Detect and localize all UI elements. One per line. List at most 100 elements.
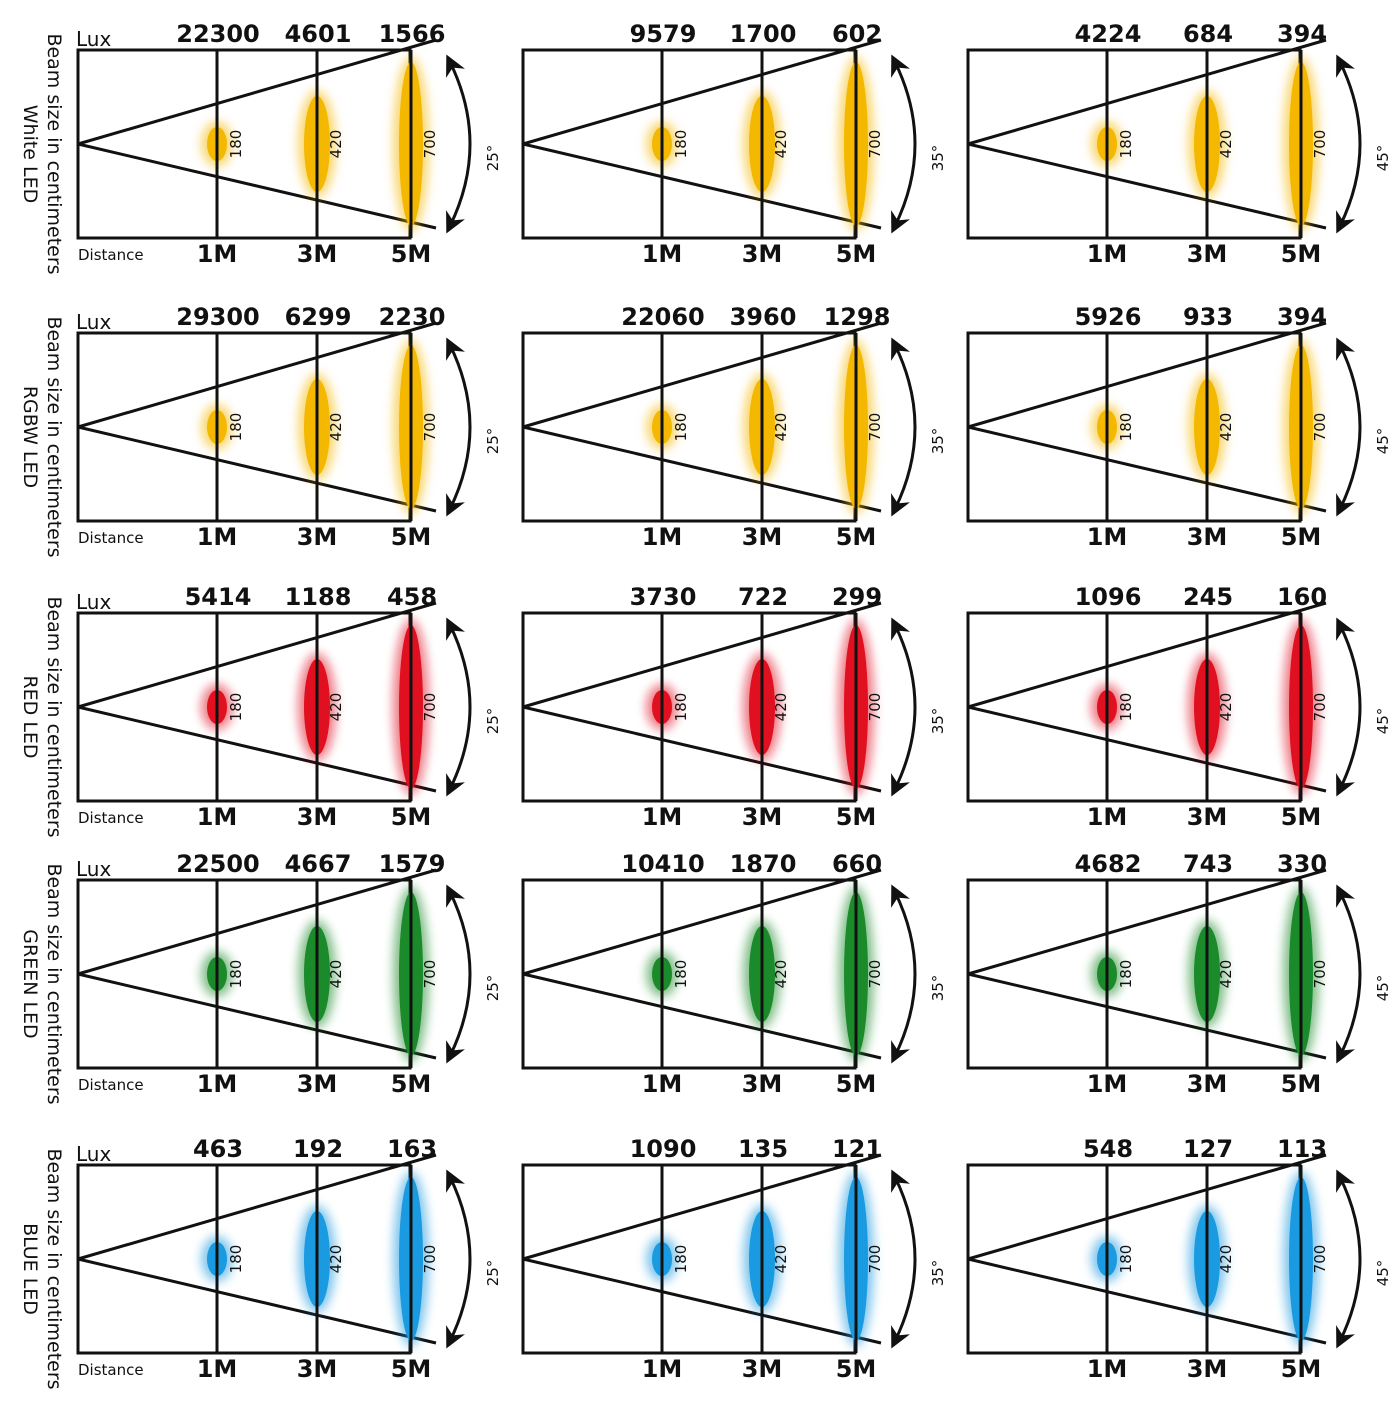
- lux-value: 163: [387, 1135, 437, 1163]
- beam-panel: 180 29300 1M 420 6299 3M 700 2230 5M 25°: [76, 303, 502, 551]
- lux-value: 4224: [1075, 20, 1142, 48]
- led-row-1: Lux Distance 180 29300 1M 420 6299 3M 700 2230 5M 2…: [76, 303, 1392, 551]
- distance-value: 3M: [297, 1355, 338, 1383]
- distance-value: 1M: [197, 523, 238, 551]
- lux-value: 743: [1183, 850, 1233, 878]
- lux-value: 394: [1277, 20, 1327, 48]
- beam-panel: 180 9579 1M 420 1700 3M 700 602 5M 35°: [521, 20, 947, 268]
- angle-arrow: [1336, 884, 1362, 1064]
- angle-arrow: [446, 1169, 472, 1349]
- lux-value: 3730: [630, 583, 697, 611]
- beam-panel: 180 1090 1M 420 135 3M 700 121 5M 35°: [521, 1135, 947, 1383]
- beam-panel: 180 548 1M 420 127 3M 700 113 5M 45°: [966, 1135, 1392, 1383]
- beam-size-label: 420: [1217, 1245, 1235, 1274]
- lux-label: Lux: [76, 310, 111, 334]
- distance-value: 5M: [391, 240, 432, 268]
- distance-value: 3M: [1187, 240, 1228, 268]
- lux-value: 22300: [176, 20, 260, 48]
- lux-value: 135: [738, 1135, 788, 1163]
- beam-size-label: 180: [1117, 693, 1135, 722]
- beam-angle-label: 25°: [484, 975, 502, 1002]
- row-title-led: BLUE LED: [19, 1223, 41, 1315]
- beam-edge-lower: [522, 705, 882, 793]
- beam-panel: 180 4682 1M 420 743 3M 700 330 5M 45°: [966, 850, 1392, 1098]
- distance-value: 5M: [836, 1355, 877, 1383]
- beam-edge-upper: [522, 601, 882, 709]
- distance-label: Distance: [78, 246, 144, 264]
- lux-value: 22500: [176, 850, 260, 878]
- beam-size-label: 180: [1117, 130, 1135, 159]
- beam-size-label: 700: [421, 130, 439, 159]
- lux-value: 5926: [1075, 303, 1142, 331]
- beam-angle-label: 25°: [484, 145, 502, 172]
- beam-edge-lower: [522, 1257, 882, 1345]
- beam-size-label: 180: [227, 130, 245, 159]
- beam-panel: 180 3730 1M 420 722 3M 700 299 5M 35°: [521, 583, 947, 831]
- beam-size-label: 420: [1217, 693, 1235, 722]
- distance-value: 3M: [742, 523, 783, 551]
- angle-arrow: [446, 617, 472, 797]
- distance-label: Distance: [78, 1361, 144, 1379]
- beam-size-label: 700: [1311, 1245, 1329, 1274]
- lux-value: 330: [1277, 850, 1327, 878]
- lux-value: 463: [193, 1135, 243, 1163]
- beam-size-label: 700: [1311, 960, 1329, 989]
- lux-value: 933: [1183, 303, 1233, 331]
- distance-value: 1M: [1087, 240, 1128, 268]
- distance-value: 1M: [1087, 1070, 1128, 1098]
- angle-arrow: [446, 54, 472, 234]
- beam-size-label: 180: [1117, 960, 1135, 989]
- distance-label: Distance: [78, 529, 144, 547]
- beam-edge-lower: [77, 142, 437, 230]
- lux-value: 684: [1183, 20, 1233, 48]
- distance-label: Distance: [78, 1076, 144, 1094]
- beam-size-label: 420: [327, 693, 345, 722]
- lux-value: 22060: [621, 303, 705, 331]
- beam-panel: 180 5926 1M 420 933 3M 700 394 5M 45°: [966, 303, 1392, 551]
- lux-value: 121: [832, 1135, 882, 1163]
- beam-edge-upper: [77, 601, 437, 709]
- beam-size-label: 180: [672, 1245, 690, 1274]
- beam-edge-upper: [522, 1153, 882, 1261]
- lux-value: 6299: [285, 303, 352, 331]
- lux-value: 299: [832, 583, 882, 611]
- distance-value: 5M: [1281, 240, 1322, 268]
- lux-value: 192: [293, 1135, 343, 1163]
- beam-edge-upper: [77, 38, 437, 146]
- beam-size-label: 700: [1311, 130, 1329, 159]
- lux-value: 1298: [824, 303, 891, 331]
- distance-value: 1M: [197, 1355, 238, 1383]
- row-title-led: GREEN LED: [19, 929, 41, 1039]
- lux-value: 113: [1277, 1135, 1327, 1163]
- beam-angle-label: 35°: [929, 1260, 947, 1287]
- beam-size-label: 420: [772, 960, 790, 989]
- angle-arrow: [1336, 337, 1362, 517]
- lux-value: 722: [738, 583, 788, 611]
- distance-value: 1M: [197, 803, 238, 831]
- angle-arrow: [1336, 1169, 1362, 1349]
- row-title-led: White LED: [19, 104, 41, 204]
- beam-edge-upper: [967, 1153, 1327, 1261]
- lux-value: 4601: [285, 20, 352, 48]
- beam-edge-lower: [967, 1257, 1327, 1345]
- beam-edge-lower: [967, 972, 1327, 1060]
- beam-angle-label: 35°: [929, 145, 947, 172]
- lux-value: 660: [832, 850, 882, 878]
- row-title-led: RGBW LED: [19, 385, 41, 489]
- beam-size-label: 700: [1311, 693, 1329, 722]
- beam-edge-lower: [77, 705, 437, 793]
- led-row-3: Lux Distance 180 22500 1M 420 4667 3M 700 1579 5M 2…: [76, 850, 1392, 1098]
- beam-size-label: 180: [227, 960, 245, 989]
- row-title: Beam size in centimeters BLUE LED: [12, 1134, 72, 1404]
- beam-angle-label: 25°: [484, 428, 502, 455]
- distance-value: 1M: [642, 803, 683, 831]
- beam-size-label: 180: [227, 1245, 245, 1274]
- distance-value: 1M: [1087, 523, 1128, 551]
- distance-value: 3M: [297, 240, 338, 268]
- beam-size-label: 700: [866, 693, 884, 722]
- distance-value: 5M: [836, 803, 877, 831]
- lux-value: 1566: [379, 20, 446, 48]
- distance-value: 3M: [1187, 803, 1228, 831]
- beam-size-label: 420: [772, 1245, 790, 1274]
